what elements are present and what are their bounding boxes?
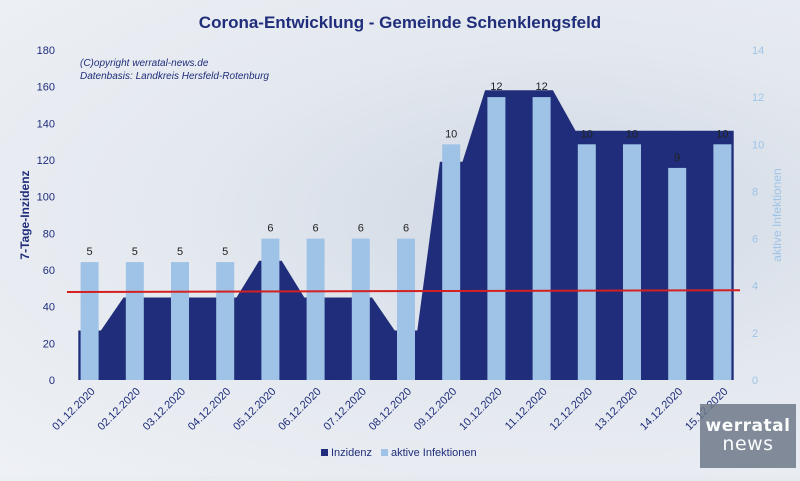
y-right-tick-label: 4	[752, 281, 758, 293]
x-tick-label: 12.12.2020	[548, 386, 595, 433]
infektionen-data-label: 5	[177, 246, 183, 258]
x-tick-label: 11.12.2020	[503, 386, 550, 433]
x-tick-label: 05.12.2020	[231, 386, 278, 433]
infektionen-bar	[80, 262, 99, 380]
infektionen-data-label: 12	[535, 81, 547, 93]
y-left-tick-label: 180	[37, 45, 55, 57]
y-right-tick-label: 0	[752, 375, 758, 387]
infektionen-bar	[351, 238, 370, 380]
legend-label-infektionen: aktive Infektionen	[391, 447, 477, 459]
infektionen-bar	[532, 97, 551, 380]
x-tick-label: 03.12.2020	[141, 386, 188, 433]
y-right-tick-label: 2	[752, 328, 758, 340]
infektionen-bar	[216, 262, 235, 380]
infektionen-data-label: 10	[716, 128, 728, 140]
y-left-tick-label: 80	[43, 228, 55, 240]
x-tick-label: 13.12.2020	[593, 386, 640, 433]
werratal-news-logo: werratal news	[700, 404, 796, 468]
y-left-tick-label: 0	[49, 375, 55, 387]
infektionen-bar	[668, 167, 687, 380]
x-tick-label: 14.12.2020	[638, 386, 685, 433]
y-right-tick-label: 12	[752, 92, 764, 104]
infektionen-data-label: 6	[267, 223, 273, 235]
inzidenz-area	[78, 90, 734, 381]
y-left-tick-label: 160	[37, 82, 55, 94]
infektionen-data-label: 6	[358, 223, 364, 235]
x-tick-label: 02.12.2020	[96, 386, 143, 433]
infektionen-data-label: 12	[490, 81, 502, 93]
infektionen-data-label: 10	[445, 128, 457, 140]
infektionen-data-label: 5	[87, 246, 93, 258]
logo-line2: news	[722, 433, 774, 455]
infektionen-data-label: 10	[581, 128, 593, 140]
y-left-tick-label: 60	[43, 265, 55, 277]
infektionen-bar	[397, 238, 415, 380]
legend-swatch-infektionen	[381, 449, 388, 456]
infektionen-bar	[306, 238, 325, 380]
y-right-tick-label: 6	[752, 234, 758, 246]
y-left-tick-label: 40	[43, 302, 55, 314]
x-tick-label: 07.12.2020	[322, 386, 369, 433]
infektionen-bar	[442, 144, 461, 380]
infektionen-data-label: 5	[222, 246, 228, 258]
infektionen-data-label: 10	[626, 128, 638, 140]
infektionen-bar	[125, 262, 144, 380]
x-tick-label: 01.12.2020	[50, 386, 97, 433]
logo-line1: werratal	[705, 416, 791, 436]
infektionen-bar	[487, 97, 506, 380]
legend-swatch-inzidenz	[321, 449, 328, 456]
infektionen-data-label: 9	[674, 152, 680, 164]
infektionen-data-label: 6	[313, 223, 319, 235]
y-left-tick-label: 20	[43, 338, 55, 350]
x-tick-label: 10.12.2020	[457, 386, 504, 433]
infektionen-data-label: 5	[132, 246, 138, 258]
x-tick-label: 06.12.2020	[276, 386, 323, 433]
infektionen-bar	[713, 144, 732, 380]
chart-title: Corona-Entwicklung - Gemeinde Schenkleng…	[199, 13, 601, 32]
y-left-tick-label: 120	[37, 155, 55, 167]
y-right-axis-label: aktive Infektionen	[770, 168, 784, 261]
y-right-tick-label: 8	[752, 186, 758, 198]
infektionen-data-label: 6	[403, 223, 409, 235]
reference-line	[66, 289, 741, 293]
infektionen-bar	[171, 262, 189, 380]
y-left-axis-label: 7-Tage-Inzidenz	[18, 170, 32, 259]
y-left-tick-label: 140	[37, 118, 55, 130]
x-tick-label: 08.12.2020	[367, 386, 414, 433]
y-right-tick-label: 10	[752, 139, 764, 151]
y-left-tick-label: 100	[37, 192, 55, 204]
chart-subtitle-line: (C)opyright werratal-news.de	[80, 58, 209, 69]
infektionen-bar	[577, 144, 596, 380]
infektionen-bar	[623, 144, 641, 380]
infektionen-bar	[261, 238, 280, 380]
legend-label-inzidenz: Inzidenz	[331, 447, 372, 459]
y-right-tick-label: 14	[752, 45, 764, 57]
x-tick-label: 04.12.2020	[186, 386, 233, 433]
chart-subtitle-line: Datenbasis: Landkreis Hersfeld-Rotenburg	[80, 71, 269, 82]
x-tick-label: 09.12.2020	[412, 386, 459, 433]
